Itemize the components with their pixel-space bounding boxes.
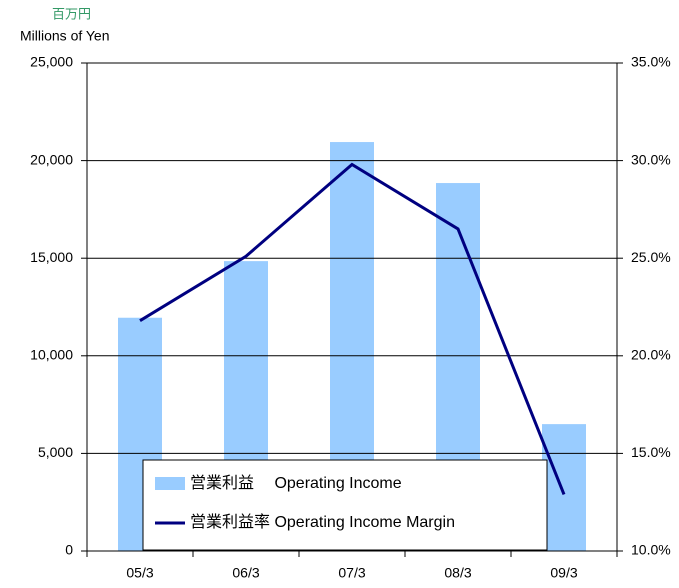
x-tick-label: 09/3 — [550, 565, 577, 581]
y2-tick-label: 25.0% — [631, 249, 671, 265]
bar — [542, 424, 586, 551]
y-tick-label: 5,000 — [38, 444, 73, 460]
legend-swatch — [155, 477, 185, 490]
y2-tick-label: 30.0% — [631, 151, 671, 167]
y2-tick-label: 10.0% — [631, 542, 671, 558]
x-tick-label: 08/3 — [444, 565, 471, 581]
line — [139, 162, 566, 495]
y-tick-label: 25,000 — [30, 54, 73, 70]
y2-tick-label: 15.0% — [631, 444, 671, 460]
x-tick-label: 05/3 — [126, 565, 153, 581]
x-tick-label: 06/3 — [232, 565, 259, 581]
y2-tick-label: 35.0% — [631, 54, 671, 70]
y-tick-label: 15,000 — [30, 249, 73, 265]
unit-label: Millions of Yen — [20, 28, 110, 44]
x-tick-label: 07/3 — [338, 565, 365, 581]
unit-label-jp: 百万円 — [52, 6, 91, 21]
legend-box — [142, 459, 548, 551]
legend-label: 営業利益率 Operating Income Margin — [190, 513, 455, 531]
legend-label: 営業利益 Operating Income — [190, 474, 402, 492]
y2-tick-label: 20.0% — [631, 347, 671, 363]
y-tick-label: 10,000 — [30, 347, 73, 363]
y-tick-label: 20,000 — [30, 151, 73, 167]
y-tick-label: 0 — [65, 542, 73, 558]
